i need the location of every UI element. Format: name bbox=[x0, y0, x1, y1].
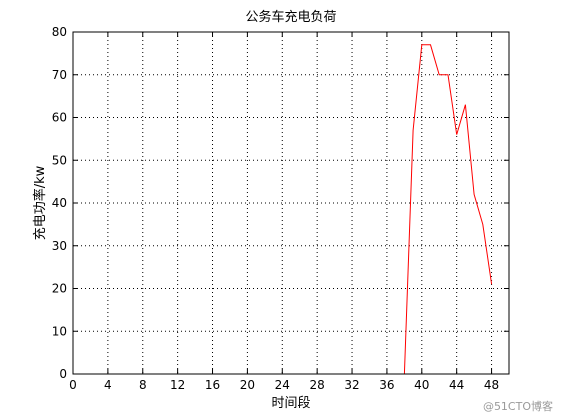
watermark: @51CTO博客 bbox=[483, 399, 553, 413]
x-axis-label: 时间段 bbox=[271, 396, 310, 411]
y-tick-label: 40 bbox=[52, 196, 67, 210]
x-tick-label: 28 bbox=[310, 378, 325, 392]
x-tick-labels: 0 4 8 12 16 20 24 28 32 36 40 44 48 bbox=[69, 378, 499, 392]
y-tick-label: 20 bbox=[52, 282, 67, 296]
y-tick-label: 0 bbox=[59, 367, 67, 381]
x-tick-label: 8 bbox=[139, 378, 147, 392]
x-tick-label: 48 bbox=[484, 378, 499, 392]
y-tick-label: 70 bbox=[52, 68, 67, 82]
x-tick-label: 24 bbox=[275, 378, 290, 392]
x-tick-label: 12 bbox=[170, 378, 185, 392]
y-tick-label: 80 bbox=[52, 25, 67, 39]
y-tick-label: 30 bbox=[52, 239, 67, 253]
series-group bbox=[403, 44, 493, 375]
y-tick-label: 50 bbox=[52, 153, 67, 167]
x-tick-label: 32 bbox=[344, 378, 359, 392]
y-tick-label: 10 bbox=[52, 324, 67, 338]
x-tick-label: 0 bbox=[69, 378, 77, 392]
x-tick-label: 20 bbox=[240, 378, 255, 392]
x-tick-label: 4 bbox=[104, 378, 112, 392]
x-tick-label: 36 bbox=[379, 378, 394, 392]
grid-lines bbox=[73, 32, 509, 374]
x-tick-label: 44 bbox=[449, 378, 464, 392]
tick-marks bbox=[72, 31, 509, 375]
x-tick-label: 40 bbox=[414, 378, 429, 392]
x-tick-label: 16 bbox=[205, 378, 220, 392]
chart-title: 公务车充电负荷 bbox=[245, 9, 336, 25]
y-axis-label: 充电功率/kw bbox=[32, 165, 48, 240]
y-tick-label: 60 bbox=[52, 111, 67, 125]
plot-area bbox=[73, 32, 509, 374]
y-tick-labels: 0 10 20 30 40 50 60 70 80 bbox=[52, 25, 67, 381]
series-line bbox=[403, 44, 493, 375]
